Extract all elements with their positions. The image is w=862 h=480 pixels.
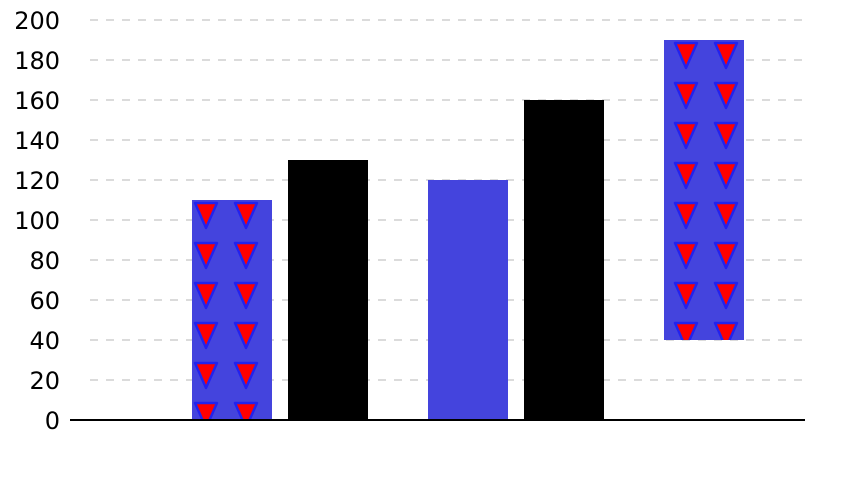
bars: [192, 40, 744, 420]
y-tick-label: 40: [29, 327, 60, 355]
y-tick-label: 120: [14, 167, 60, 195]
bar: [524, 100, 604, 420]
y-tick-label: 200: [14, 7, 60, 35]
y-tick-label: 180: [14, 47, 60, 75]
bar-pattern: [192, 200, 272, 420]
y-axis-ticks: 0 20 40 60 80 100 120 140 160 180 200: [14, 7, 60, 435]
bar-pattern: [664, 40, 744, 340]
y-tick-label: 140: [14, 127, 60, 155]
y-tick-label: 80: [29, 247, 60, 275]
bar: [428, 180, 508, 420]
y-tick-label: 100: [14, 207, 60, 235]
bar: [288, 160, 368, 420]
y-tick-label: 20: [29, 367, 60, 395]
y-tick-label: 160: [14, 87, 60, 115]
y-tick-label: 0: [45, 407, 60, 435]
y-tick-label: 60: [29, 287, 60, 315]
